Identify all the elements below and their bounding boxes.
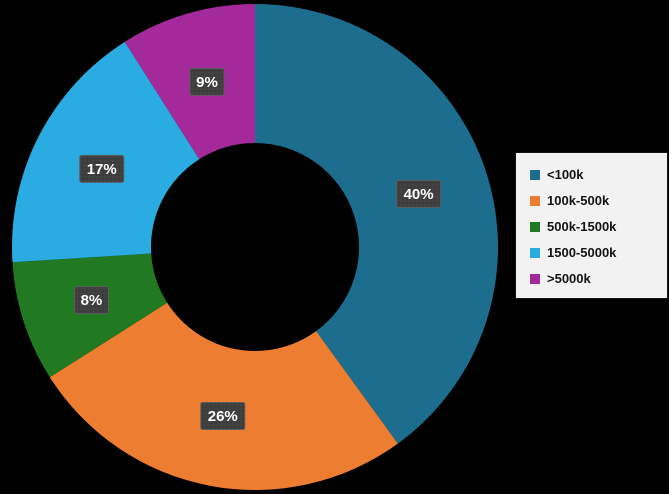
data-label-text: 9% xyxy=(196,74,218,91)
data-label-text: 17% xyxy=(87,161,117,178)
data-label-1: 26% xyxy=(200,401,246,430)
legend-swatch-icon xyxy=(530,195,540,206)
data-label-text: 26% xyxy=(208,408,238,425)
data-label-text: 40% xyxy=(404,186,434,203)
data-label-0: 40% xyxy=(396,179,442,208)
data-label-2: 8% xyxy=(73,286,109,315)
data-label-box xyxy=(73,286,109,315)
legend-item-2: 500k-1500k xyxy=(530,220,659,233)
legend-label: 1500-5000k xyxy=(547,245,617,260)
data-label-3: 17% xyxy=(79,154,125,183)
legend-item-4: >5000k xyxy=(530,272,659,285)
chart-legend: <100k 100k-500k 500k-1500k 1500-5000k >5000k xyxy=(516,153,667,298)
legend-item-1: 100k-500k xyxy=(530,194,659,207)
donut-slice-2 xyxy=(12,253,168,378)
legend-label: >5000k xyxy=(547,271,591,286)
donut-slice-3 xyxy=(11,41,200,263)
legend-item-3: 1500-5000k xyxy=(530,246,659,259)
legend-swatch-icon xyxy=(530,247,540,258)
data-label-4: 9% xyxy=(189,67,225,96)
legend-swatch-icon xyxy=(530,273,540,284)
legend-swatch-icon xyxy=(530,169,540,180)
legend-label: 100k-500k xyxy=(547,193,610,208)
data-label-box xyxy=(200,401,246,430)
donut-slice-1 xyxy=(49,302,398,490)
legend-label: <100k xyxy=(547,167,584,182)
legend-swatch-icon xyxy=(530,221,540,232)
legend-item-0: <100k xyxy=(530,168,659,181)
data-labels-group: 40% 26% 8% 17% 9% xyxy=(73,67,442,430)
data-label-box xyxy=(396,179,442,208)
data-label-box xyxy=(79,154,125,183)
data-label-text: 8% xyxy=(81,292,103,309)
legend-label: 500k-1500k xyxy=(547,219,617,234)
donut-slices-group xyxy=(11,3,498,490)
data-label-box xyxy=(189,67,225,96)
donut-slice-0 xyxy=(255,4,498,444)
